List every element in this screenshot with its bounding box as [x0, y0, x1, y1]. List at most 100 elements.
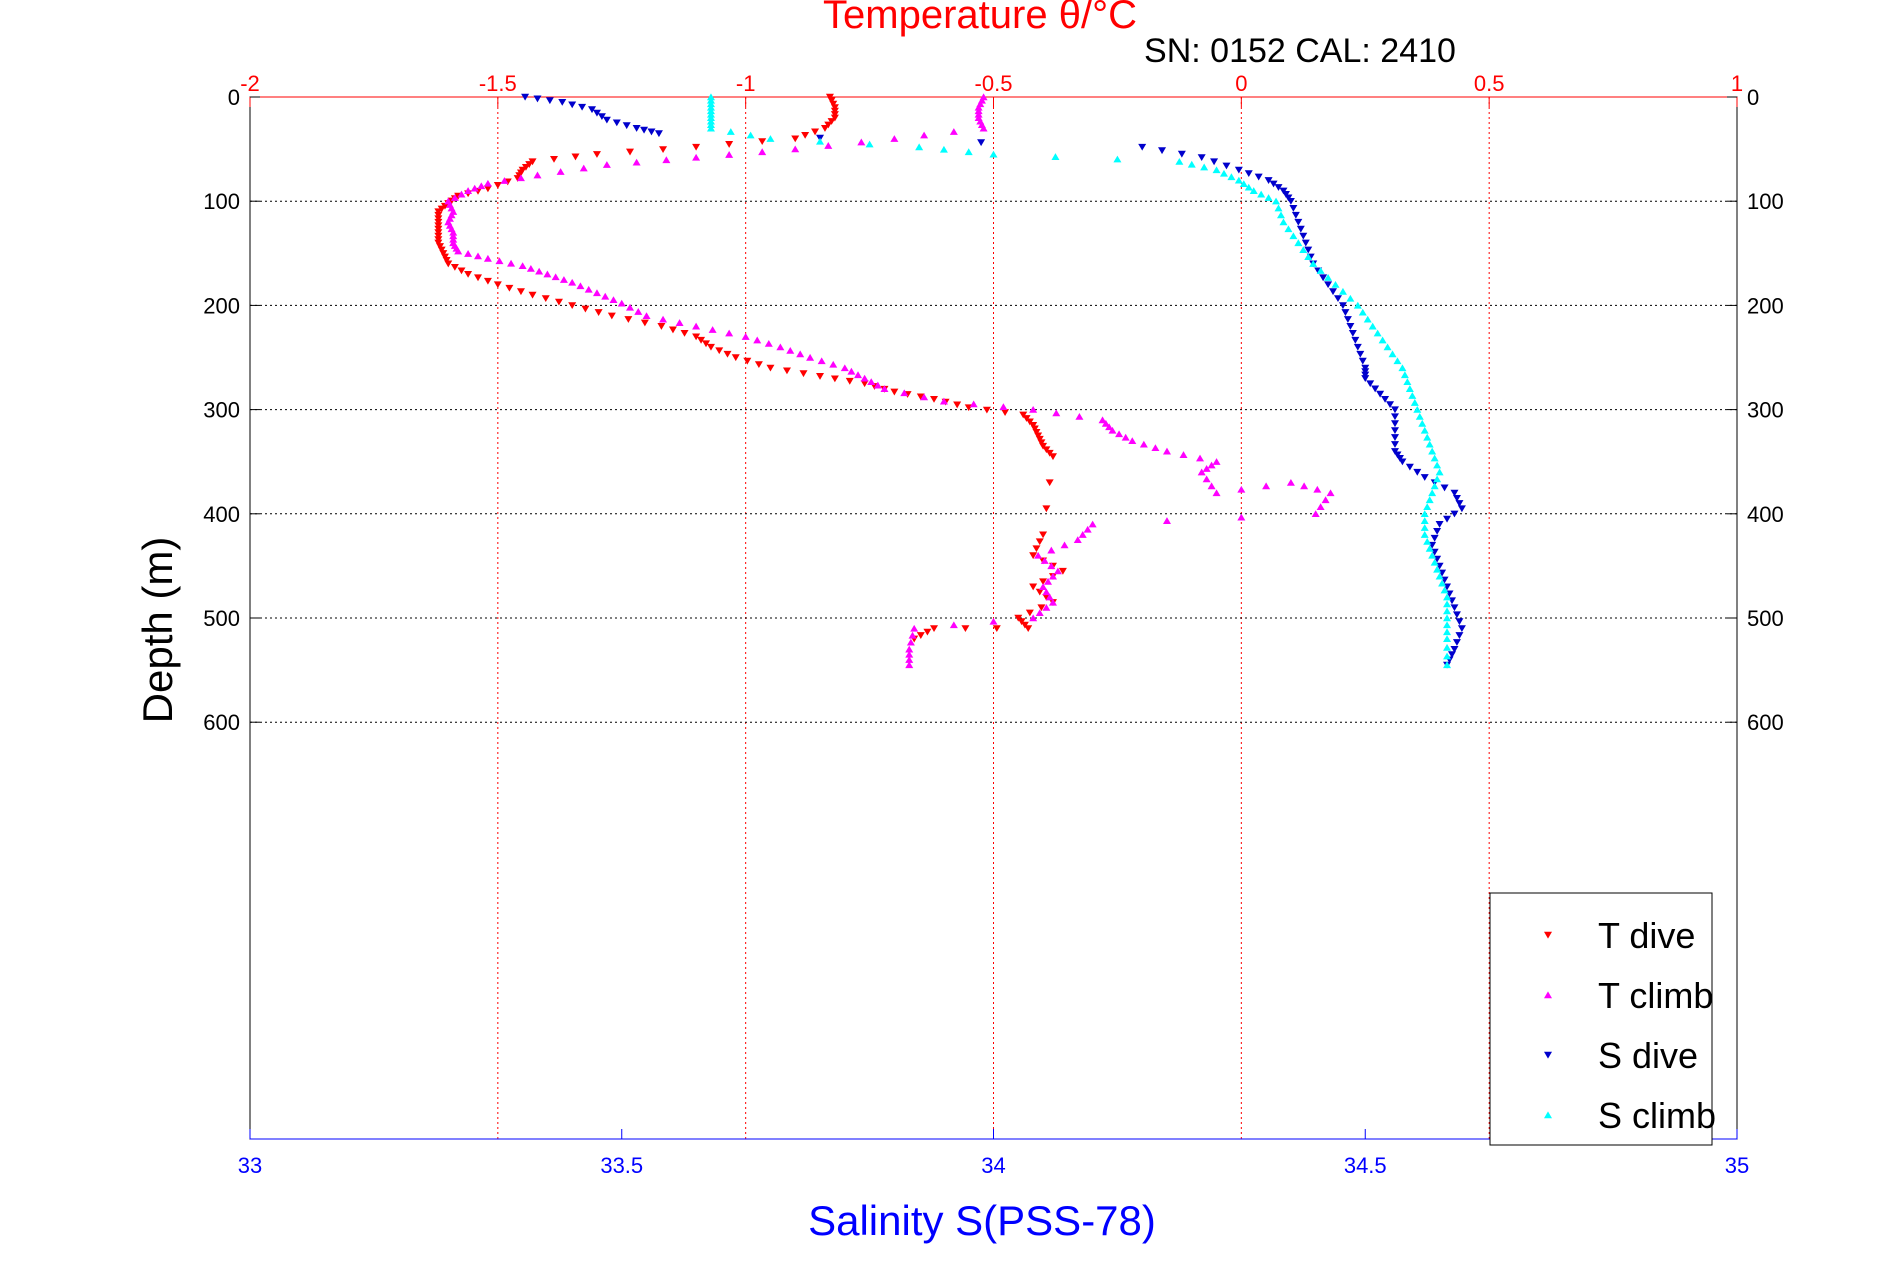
temperature-tick-label: 0: [1235, 71, 1247, 96]
data-point: [607, 312, 616, 320]
data-point: [923, 628, 932, 636]
data-point: [592, 289, 601, 297]
data-point: [1361, 371, 1370, 379]
data-point: [1373, 329, 1382, 337]
data-point: [1042, 505, 1051, 513]
data-point: [1435, 572, 1444, 580]
data-point: [1443, 652, 1452, 660]
data-point: [1024, 625, 1033, 633]
data-point: [905, 645, 914, 653]
data-point: [1398, 458, 1407, 466]
data-point: [725, 141, 734, 148]
data-point: [609, 296, 618, 304]
data-point: [820, 125, 829, 132]
data-point: [1042, 588, 1051, 596]
data-point: [817, 357, 826, 365]
data-point: [799, 370, 808, 378]
temperature-tick-label: -1: [736, 71, 756, 96]
data-point: [1457, 505, 1466, 513]
data-point: [1435, 468, 1444, 476]
data-point: [541, 295, 550, 303]
data-point: [1274, 184, 1283, 191]
data-point: [434, 208, 443, 216]
data-point: [434, 239, 443, 247]
data-point: [1443, 593, 1452, 601]
data-point: [1075, 412, 1084, 420]
data-point: [1151, 444, 1160, 452]
data-point: [999, 403, 1008, 411]
data-point: [477, 182, 486, 190]
data-point: [916, 393, 925, 401]
data-point: [916, 632, 925, 639]
data-point: [1101, 419, 1110, 427]
data-point: [830, 375, 839, 383]
data-point: [474, 252, 483, 260]
temperature-tick-label: -0.5: [975, 71, 1013, 96]
data-point: [1014, 614, 1023, 622]
data-point: [622, 122, 631, 130]
data-point: [692, 322, 701, 330]
data-point: [1039, 583, 1048, 590]
data-point: [1304, 253, 1313, 260]
data-point: [1331, 280, 1340, 288]
data-point: [1435, 521, 1444, 528]
data-point: [731, 354, 740, 362]
data-point: [576, 282, 585, 290]
data-point: [436, 243, 445, 250]
salinity-tick-label: 33: [238, 1153, 262, 1178]
data-point: [642, 312, 651, 320]
data-point: [920, 393, 929, 401]
data-point: [1428, 489, 1437, 497]
data-point: [1338, 302, 1347, 309]
data-point: [1234, 176, 1243, 184]
data-point: [974, 103, 983, 111]
data-point: [974, 110, 983, 118]
data-point: [1202, 475, 1211, 483]
depth-tick-label: 200: [1747, 293, 1784, 318]
data-point: [1338, 287, 1347, 295]
data-point: [764, 340, 773, 347]
data-point: [880, 385, 889, 392]
data-point: [910, 624, 919, 632]
data-point: [1045, 449, 1054, 457]
data-point: [662, 156, 671, 164]
data-point: [1443, 635, 1452, 643]
legend-label: T climb: [1598, 975, 1713, 1016]
data-point: [830, 104, 839, 112]
depth-tick-label: 100: [1747, 189, 1784, 214]
data-point: [568, 278, 577, 286]
data-point: [1029, 614, 1038, 622]
data-point: [442, 257, 451, 264]
data-point: [706, 96, 715, 104]
data-point: [594, 309, 603, 316]
y-axis-label: Depth (m): [134, 537, 181, 724]
data-point: [1264, 194, 1273, 201]
data-point: [1363, 315, 1372, 323]
data-point: [1304, 246, 1313, 254]
data-point: [1244, 170, 1253, 178]
data-point: [905, 661, 914, 669]
data-point: [989, 617, 998, 625]
data-point: [528, 291, 537, 299]
data-point: [860, 380, 869, 388]
data-point: [1035, 609, 1044, 616]
data-point: [434, 232, 443, 240]
data-point: [1390, 427, 1399, 435]
data-point: [1428, 551, 1437, 559]
data-point: [1452, 639, 1461, 646]
data-point: [449, 228, 458, 236]
data-point: [1286, 198, 1295, 205]
data-point: [558, 99, 567, 106]
data-point: [597, 113, 606, 121]
data-point: [521, 93, 530, 101]
data-point: [592, 151, 601, 158]
data-point: [1316, 267, 1325, 274]
data-point: [979, 124, 988, 132]
data-point: [811, 128, 820, 136]
data-point: [640, 319, 649, 327]
data-point: [1299, 232, 1308, 240]
data-point: [474, 274, 483, 282]
depth-tick-label: 200: [203, 293, 240, 318]
data-point: [1420, 426, 1429, 434]
data-point: [949, 621, 958, 629]
